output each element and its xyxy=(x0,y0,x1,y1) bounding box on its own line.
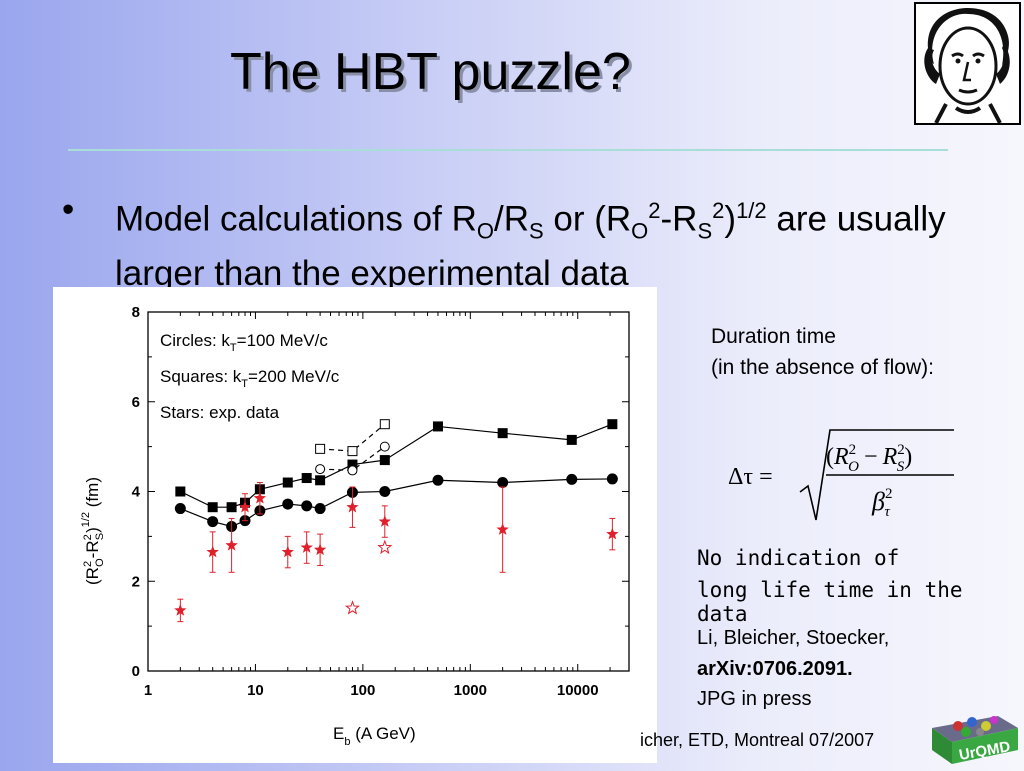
data-point-circle xyxy=(282,498,294,510)
data-point-circle xyxy=(207,516,219,528)
y-axis-label: (R2O-R2S)1/2 (fm) xyxy=(80,477,106,585)
formula-numerator: (R2 O − R2 S) xyxy=(826,442,912,475)
bullet-text-part: -R xyxy=(660,199,698,239)
duration-label-2: (in the absence of flow): xyxy=(711,356,934,379)
data-point-square xyxy=(175,486,186,497)
data-point-square xyxy=(315,475,326,486)
data-point-open-circle xyxy=(379,441,390,452)
bullet-sub: S xyxy=(697,218,713,244)
data-point-circle xyxy=(432,474,444,486)
y-tick-label: 0 xyxy=(132,663,140,680)
reference-arxiv: arXiv:0706.2091. xyxy=(697,658,853,680)
bullet-sup: 2 xyxy=(712,198,725,223)
title-divider xyxy=(68,149,948,151)
x-tick-label: 100 xyxy=(350,682,375,699)
duration-label-1: Duration time xyxy=(711,325,836,348)
bullet-marker: • xyxy=(62,190,75,229)
note-line-1: No indication of xyxy=(697,546,900,570)
data-point-star xyxy=(253,491,267,504)
data-point-circle xyxy=(566,473,578,485)
x-tick-label: 1000 xyxy=(454,682,487,699)
data-point-circle xyxy=(314,503,326,515)
legend-line-1: Circles: kT=100 MeV/c xyxy=(160,331,328,354)
data-point-star xyxy=(206,545,219,558)
data-point-star xyxy=(346,500,359,513)
note-line-2: long life time in the data xyxy=(697,578,963,626)
data-point-circle xyxy=(497,477,509,489)
data-point-square xyxy=(379,455,390,466)
bullet-text-part: or (R xyxy=(543,199,632,239)
bullet-sub: O xyxy=(476,218,494,244)
data-point-square xyxy=(282,477,293,488)
data-point-circle xyxy=(301,500,313,512)
data-point-square xyxy=(207,502,218,513)
slide-title: The HBT puzzle? xyxy=(230,43,631,101)
bullet-text-part: are usually larger than the experimental… xyxy=(115,199,946,293)
data-point-open-circle xyxy=(347,465,358,476)
x-axis-label: Eb (A GeV) xyxy=(333,724,416,748)
bullet-sub: S xyxy=(528,218,544,244)
data-point-square xyxy=(432,421,443,432)
data-point-square xyxy=(347,459,358,470)
data-point-open-square xyxy=(315,443,326,454)
data-point-open-circle xyxy=(315,464,326,475)
data-point-square xyxy=(301,473,312,484)
bullet-sup: 1/2 xyxy=(736,198,767,223)
data-point-star xyxy=(378,515,391,527)
data-point-open-star xyxy=(344,600,360,615)
data-point-star xyxy=(313,543,327,556)
data-point-circle xyxy=(174,503,186,515)
data-point-square xyxy=(566,434,577,445)
data-point-star xyxy=(225,538,238,551)
series-line xyxy=(320,446,386,472)
bullet-sub: O xyxy=(631,218,649,244)
x-tick-label: 1 xyxy=(144,682,152,699)
x-tick-label: 10000 xyxy=(557,682,599,699)
footer-text: icher, ETD, Montreal 07/2007 xyxy=(640,730,875,750)
data-point-star xyxy=(300,541,313,553)
bullet-sup: 2 xyxy=(648,198,661,223)
data-point-star xyxy=(238,500,252,513)
legend-line-2: Squares: kT=200 MeV/c xyxy=(160,367,340,390)
data-point-star xyxy=(174,603,187,616)
bullet-text-part: Model calculations of R xyxy=(115,199,477,239)
bullet-text-part: /R xyxy=(493,199,529,239)
data-point-square xyxy=(497,428,508,439)
formula-lhs: Δτ = xyxy=(728,464,773,490)
portrait-sketch xyxy=(924,8,1010,124)
bullet-text-part: ) xyxy=(724,199,737,239)
portrait-image xyxy=(914,2,1021,125)
data-point-open-star xyxy=(377,539,393,555)
data-point-square xyxy=(226,502,237,513)
bullet-text: Model calculations of RO/RS or (RO2-RS2)… xyxy=(115,190,955,295)
y-tick-label: 2 xyxy=(132,573,140,590)
series-line xyxy=(320,423,386,452)
data-point-star xyxy=(496,523,509,535)
chart-panel: 0 2 4 6 8 1 10 100 1000 10000 (R2O-R2S)1/2 (fm) E… xyxy=(53,287,657,763)
data-point-square xyxy=(607,419,618,430)
reference-journal: JPG in press xyxy=(697,688,812,710)
urqmd-logo: UrQMD xyxy=(928,708,1020,766)
y-tick-label: 4 xyxy=(132,484,141,501)
formula-denominator: β2 τ xyxy=(871,486,892,520)
x-tick-label: 10 xyxy=(247,682,264,699)
data-point-circle xyxy=(379,486,391,497)
data-point-circle xyxy=(606,473,618,485)
duration-formula: Δτ = (R2 O − R2 S) β2 τ xyxy=(728,429,954,521)
data-point-star xyxy=(606,527,619,540)
sqrt-sign xyxy=(799,429,954,521)
data-point-star xyxy=(281,545,294,558)
reference-authors: Li, Bleicher, Stoecker, xyxy=(697,627,890,649)
hbt-chart: 0 2 4 6 8 1 10 100 1000 10000 (R2O-R2S)1/2 (fm) E… xyxy=(80,304,630,748)
legend-line-3: Stars: exp. data xyxy=(160,403,280,422)
data-point-open-square xyxy=(347,446,358,457)
y-tick-label: 8 xyxy=(132,304,140,321)
y-tick-label: 6 xyxy=(132,394,140,411)
data-point-open-square xyxy=(379,419,390,430)
